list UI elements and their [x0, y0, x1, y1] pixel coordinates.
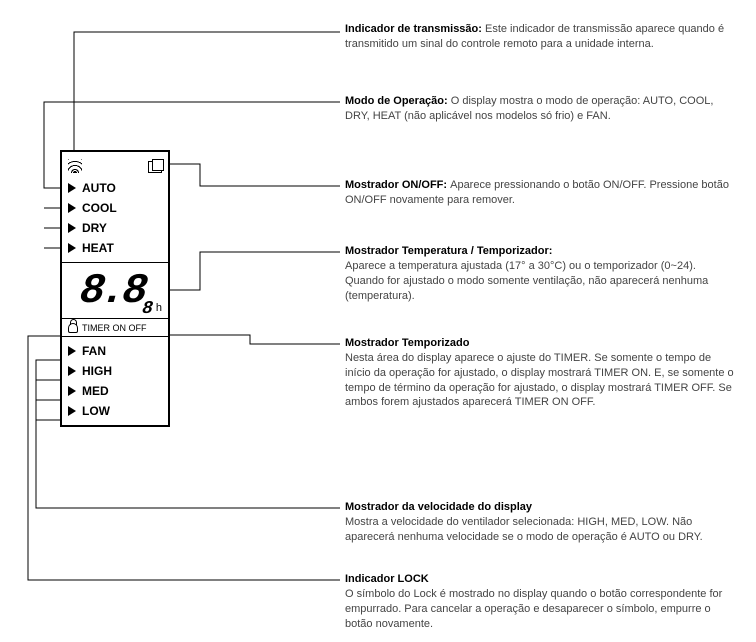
description-title: Mostrador ON/OFF: — [345, 179, 450, 191]
mode-row-cool: COOL — [68, 198, 162, 218]
triangle-icon — [68, 346, 76, 356]
description-block: Mostrador ON/OFF: Aparece pressionando o… — [345, 178, 735, 208]
fan-label: FAN — [82, 344, 106, 358]
triangle-icon — [68, 183, 76, 193]
description-body: Aparece a temperatura ajustada (17° a 30… — [345, 259, 735, 304]
mode-label: DRY — [82, 221, 107, 235]
triangle-icon — [68, 386, 76, 396]
description-title: Mostrador da velocidade do display — [345, 500, 735, 515]
mode-row-heat: HEAT — [68, 238, 162, 258]
fan-label: HIGH — [82, 364, 112, 378]
remote-digit-section: 8.88 h — [62, 263, 168, 319]
description-title: Indicador LOCK — [345, 572, 735, 587]
triangle-icon — [68, 203, 76, 213]
diagram-container: AUTO COOL DRY HEAT 8.88 h TIMER ON OFF F… — [0, 0, 756, 642]
description-body: Nesta área do display aparece o ajuste d… — [345, 351, 735, 410]
timer-label: TIMER ON OFF — [82, 323, 147, 333]
description-title: Mostrador Temperatura / Temporizador: — [345, 244, 735, 259]
fan-row-med: MED — [68, 381, 162, 401]
triangle-icon — [68, 406, 76, 416]
onoff-indicator-icon — [148, 161, 162, 173]
fan-row-low: LOW — [68, 401, 162, 421]
mode-label: HEAT — [82, 241, 114, 255]
seven-segment-digits: 8.88 — [78, 267, 153, 315]
remote-display: AUTO COOL DRY HEAT 8.88 h TIMER ON OFF F… — [60, 150, 170, 427]
fan-row: FAN — [68, 341, 162, 361]
lock-icon — [68, 323, 78, 333]
description-block: Mostrador da velocidade do displayMostra… — [345, 500, 735, 545]
remote-fan-section: FAN HIGH MED LOW — [62, 337, 168, 425]
triangle-icon — [68, 223, 76, 233]
transmission-icon — [68, 159, 82, 176]
mode-label: COOL — [82, 201, 117, 215]
fan-row-high: HIGH — [68, 361, 162, 381]
triangle-icon — [68, 366, 76, 376]
remote-timer-row: TIMER ON OFF — [62, 319, 168, 337]
description-title: Modo de Operação: — [345, 95, 451, 107]
description-block: Modo de Operação: O display mostra o mod… — [345, 94, 735, 124]
fan-label: LOW — [82, 404, 110, 418]
description-block: Mostrador Temperatura / Temporizador:Apa… — [345, 244, 735, 303]
mode-row-dry: DRY — [68, 218, 162, 238]
mode-label: AUTO — [82, 181, 116, 195]
description-block: Indicador LOCKO símbolo do Lock é mostra… — [345, 572, 735, 631]
description-block: Mostrador TemporizadoNesta área do displ… — [345, 336, 735, 410]
description-body: Mostra a velocidade do ventilador seleci… — [345, 515, 735, 545]
fan-label: MED — [82, 384, 109, 398]
description-block: Indicador de transmissão: Este indicador… — [345, 22, 735, 52]
description-title: Indicador de transmissão: — [345, 23, 485, 35]
remote-top-icons: AUTO COOL DRY HEAT — [62, 152, 168, 263]
hour-label: h — [156, 302, 162, 314]
description-body: O símbolo do Lock é mostrado no display … — [345, 587, 735, 632]
triangle-icon — [68, 243, 76, 253]
mode-row-auto: AUTO — [68, 178, 162, 198]
description-title: Mostrador Temporizado — [345, 336, 735, 351]
